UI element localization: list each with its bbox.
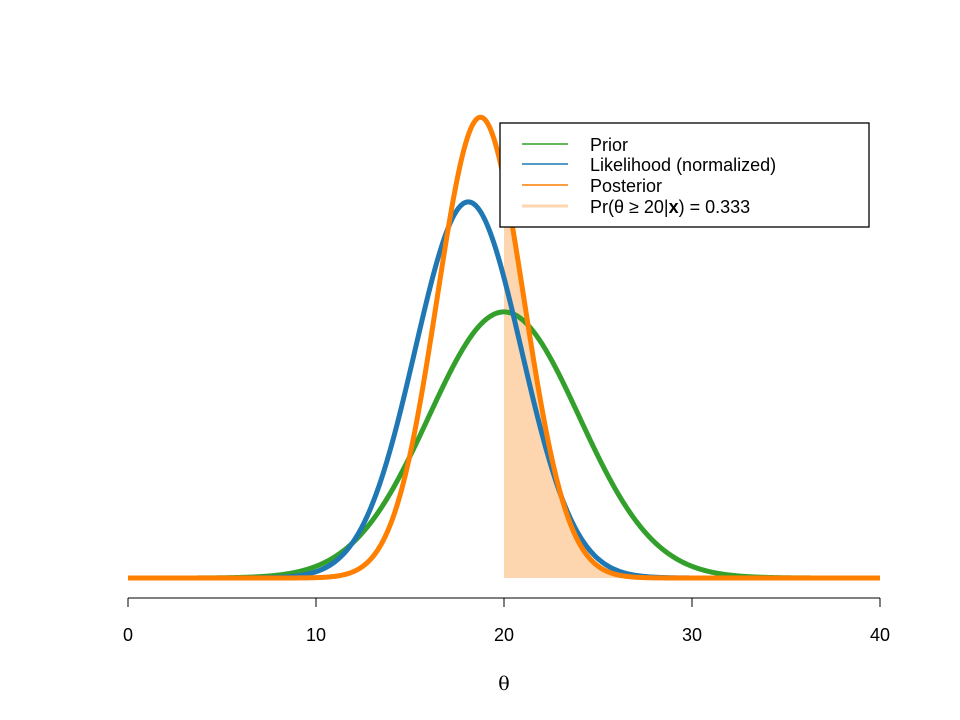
x-tick-label: 20 bbox=[494, 625, 514, 645]
x-tick-label: 40 bbox=[870, 625, 890, 645]
legend-label-posterior: Posterior bbox=[590, 176, 662, 196]
x-tick-label: 10 bbox=[306, 625, 326, 645]
legend-box bbox=[499, 122, 870, 228]
legend: Prior Likelihood (normalized) Posterior … bbox=[499, 122, 870, 228]
legend-label-likelihood: Likelihood (normalized) bbox=[590, 155, 776, 175]
x-tick-label: 0 bbox=[123, 625, 133, 645]
legend-label-prior: Prior bbox=[590, 135, 628, 155]
x-tick-label: 30 bbox=[682, 625, 702, 645]
x-axis: 0 10 20 30 40 bbox=[123, 597, 890, 645]
shaded-probability-region bbox=[504, 179, 880, 579]
legend-label-probability: Pr(θ ≥ 20|x) = 0.333 bbox=[590, 197, 750, 217]
x-axis-label: θ bbox=[498, 673, 509, 695]
